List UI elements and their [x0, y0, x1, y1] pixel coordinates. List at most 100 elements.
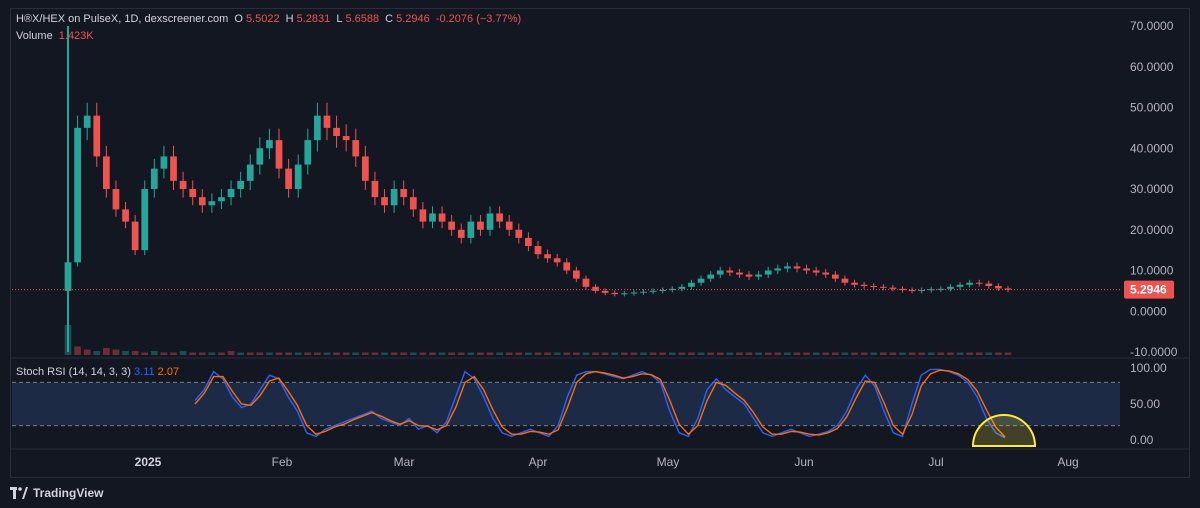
candle-body [879, 286, 887, 288]
stoch-k-value: 3.11 [134, 366, 155, 378]
candle-body [784, 266, 791, 269]
volume-bar [956, 352, 964, 355]
volume-bar [908, 352, 916, 355]
volume-bar [640, 352, 647, 355]
volume-bar [745, 352, 753, 355]
candle-body [851, 282, 858, 285]
stoch-d-value: 2.07 [157, 366, 180, 378]
volume-bar [208, 352, 216, 355]
candle-body [630, 292, 638, 294]
candle-body [93, 115, 101, 157]
candle-body [131, 221, 139, 251]
volume-bar [870, 352, 878, 355]
close-value: 5.2946 [396, 13, 430, 25]
candle-body [477, 221, 484, 230]
volume-bar [803, 352, 810, 355]
volume-bar [150, 351, 158, 355]
volume-bar [563, 352, 571, 355]
candle-body [985, 283, 993, 286]
volume-bar [419, 352, 427, 355]
volume-bar [390, 352, 398, 355]
candle-body [831, 274, 839, 279]
candle-body [1004, 288, 1012, 290]
volume-bar [1004, 352, 1012, 355]
volume-bar [409, 352, 417, 355]
volume-bar [304, 352, 312, 355]
x-tick-label: 2025 [135, 455, 162, 469]
volume-bar [851, 352, 858, 355]
candle-body [937, 288, 945, 290]
volume-bar [831, 352, 839, 355]
candle-body [956, 284, 964, 287]
volume-bar [592, 352, 599, 355]
volume-bar [198, 352, 206, 355]
volume-bar [678, 352, 686, 355]
symbol-name[interactable]: H®X/HEX on PulseX, 1D, dexscreener.com [16, 13, 229, 25]
volume-bar [889, 352, 897, 355]
volume-bar [83, 349, 91, 355]
candle-body [486, 213, 494, 230]
chart-frame [10, 8, 1190, 478]
candle-body [525, 237, 532, 247]
volume-bar [457, 352, 465, 355]
volume-bar [112, 349, 120, 355]
x-tick-label: Mar [394, 455, 415, 469]
volume-bar [266, 352, 273, 355]
candle-body [640, 291, 647, 293]
candle-body [208, 201, 216, 206]
candle-body [83, 115, 91, 128]
volume-bar [841, 352, 849, 355]
volume-bar [438, 352, 446, 355]
volume-bar [822, 352, 830, 355]
volume-bar [246, 352, 254, 355]
volume-bar [553, 352, 561, 355]
volume-bar [294, 352, 302, 355]
candle-body [918, 290, 926, 292]
volume-bar [323, 352, 331, 355]
candle-body [457, 229, 465, 238]
volume-bar [659, 352, 667, 355]
stoch-y-tick-label: 0.00 [1130, 433, 1154, 447]
candle-body [160, 156, 168, 169]
candle-body [390, 189, 398, 206]
volume-bar [141, 352, 149, 355]
candle-body [141, 189, 149, 251]
candle-body [726, 270, 734, 273]
candle-body [688, 282, 695, 287]
open-label: O [234, 13, 243, 25]
candle-body [803, 268, 810, 271]
high-label: H [285, 13, 294, 25]
candle-body [170, 156, 177, 181]
candle-body [381, 197, 388, 206]
candle-body [573, 270, 580, 279]
last-price-label: 5.2946 [1130, 283, 1167, 297]
candle-body [870, 285, 878, 287]
candle-body [333, 127, 340, 137]
candle-body [323, 115, 331, 128]
volume-bar [755, 352, 762, 355]
volume-bar [122, 351, 129, 355]
candle-body [601, 290, 609, 293]
candle-body [899, 288, 906, 291]
candle-body [649, 290, 657, 292]
y-tick-label: 40.0000 [1130, 141, 1174, 155]
x-tick-label: Jun [794, 455, 813, 469]
volume-bar [544, 352, 551, 355]
volume-label[interactable]: Volume [16, 30, 53, 42]
volume-bar [582, 352, 590, 355]
highlight-annotation [971, 414, 1037, 447]
symbol-header: H®X/HEX on PulseX, 1D, dexscreener.com O… [16, 13, 524, 25]
volume-bar [927, 352, 935, 355]
volume-bar [793, 352, 801, 355]
candle-body [189, 189, 197, 198]
stoch-rsi-label[interactable]: Stoch RSI (14, 14, 3, 3) [16, 366, 131, 378]
candle-body [975, 282, 983, 284]
volume-bar [342, 352, 350, 355]
tradingview-logo[interactable]: TradingView [10, 486, 103, 500]
volume-bar [812, 352, 820, 355]
candle-body [736, 272, 743, 275]
candle-body [246, 164, 254, 181]
close-label: C [385, 13, 394, 25]
